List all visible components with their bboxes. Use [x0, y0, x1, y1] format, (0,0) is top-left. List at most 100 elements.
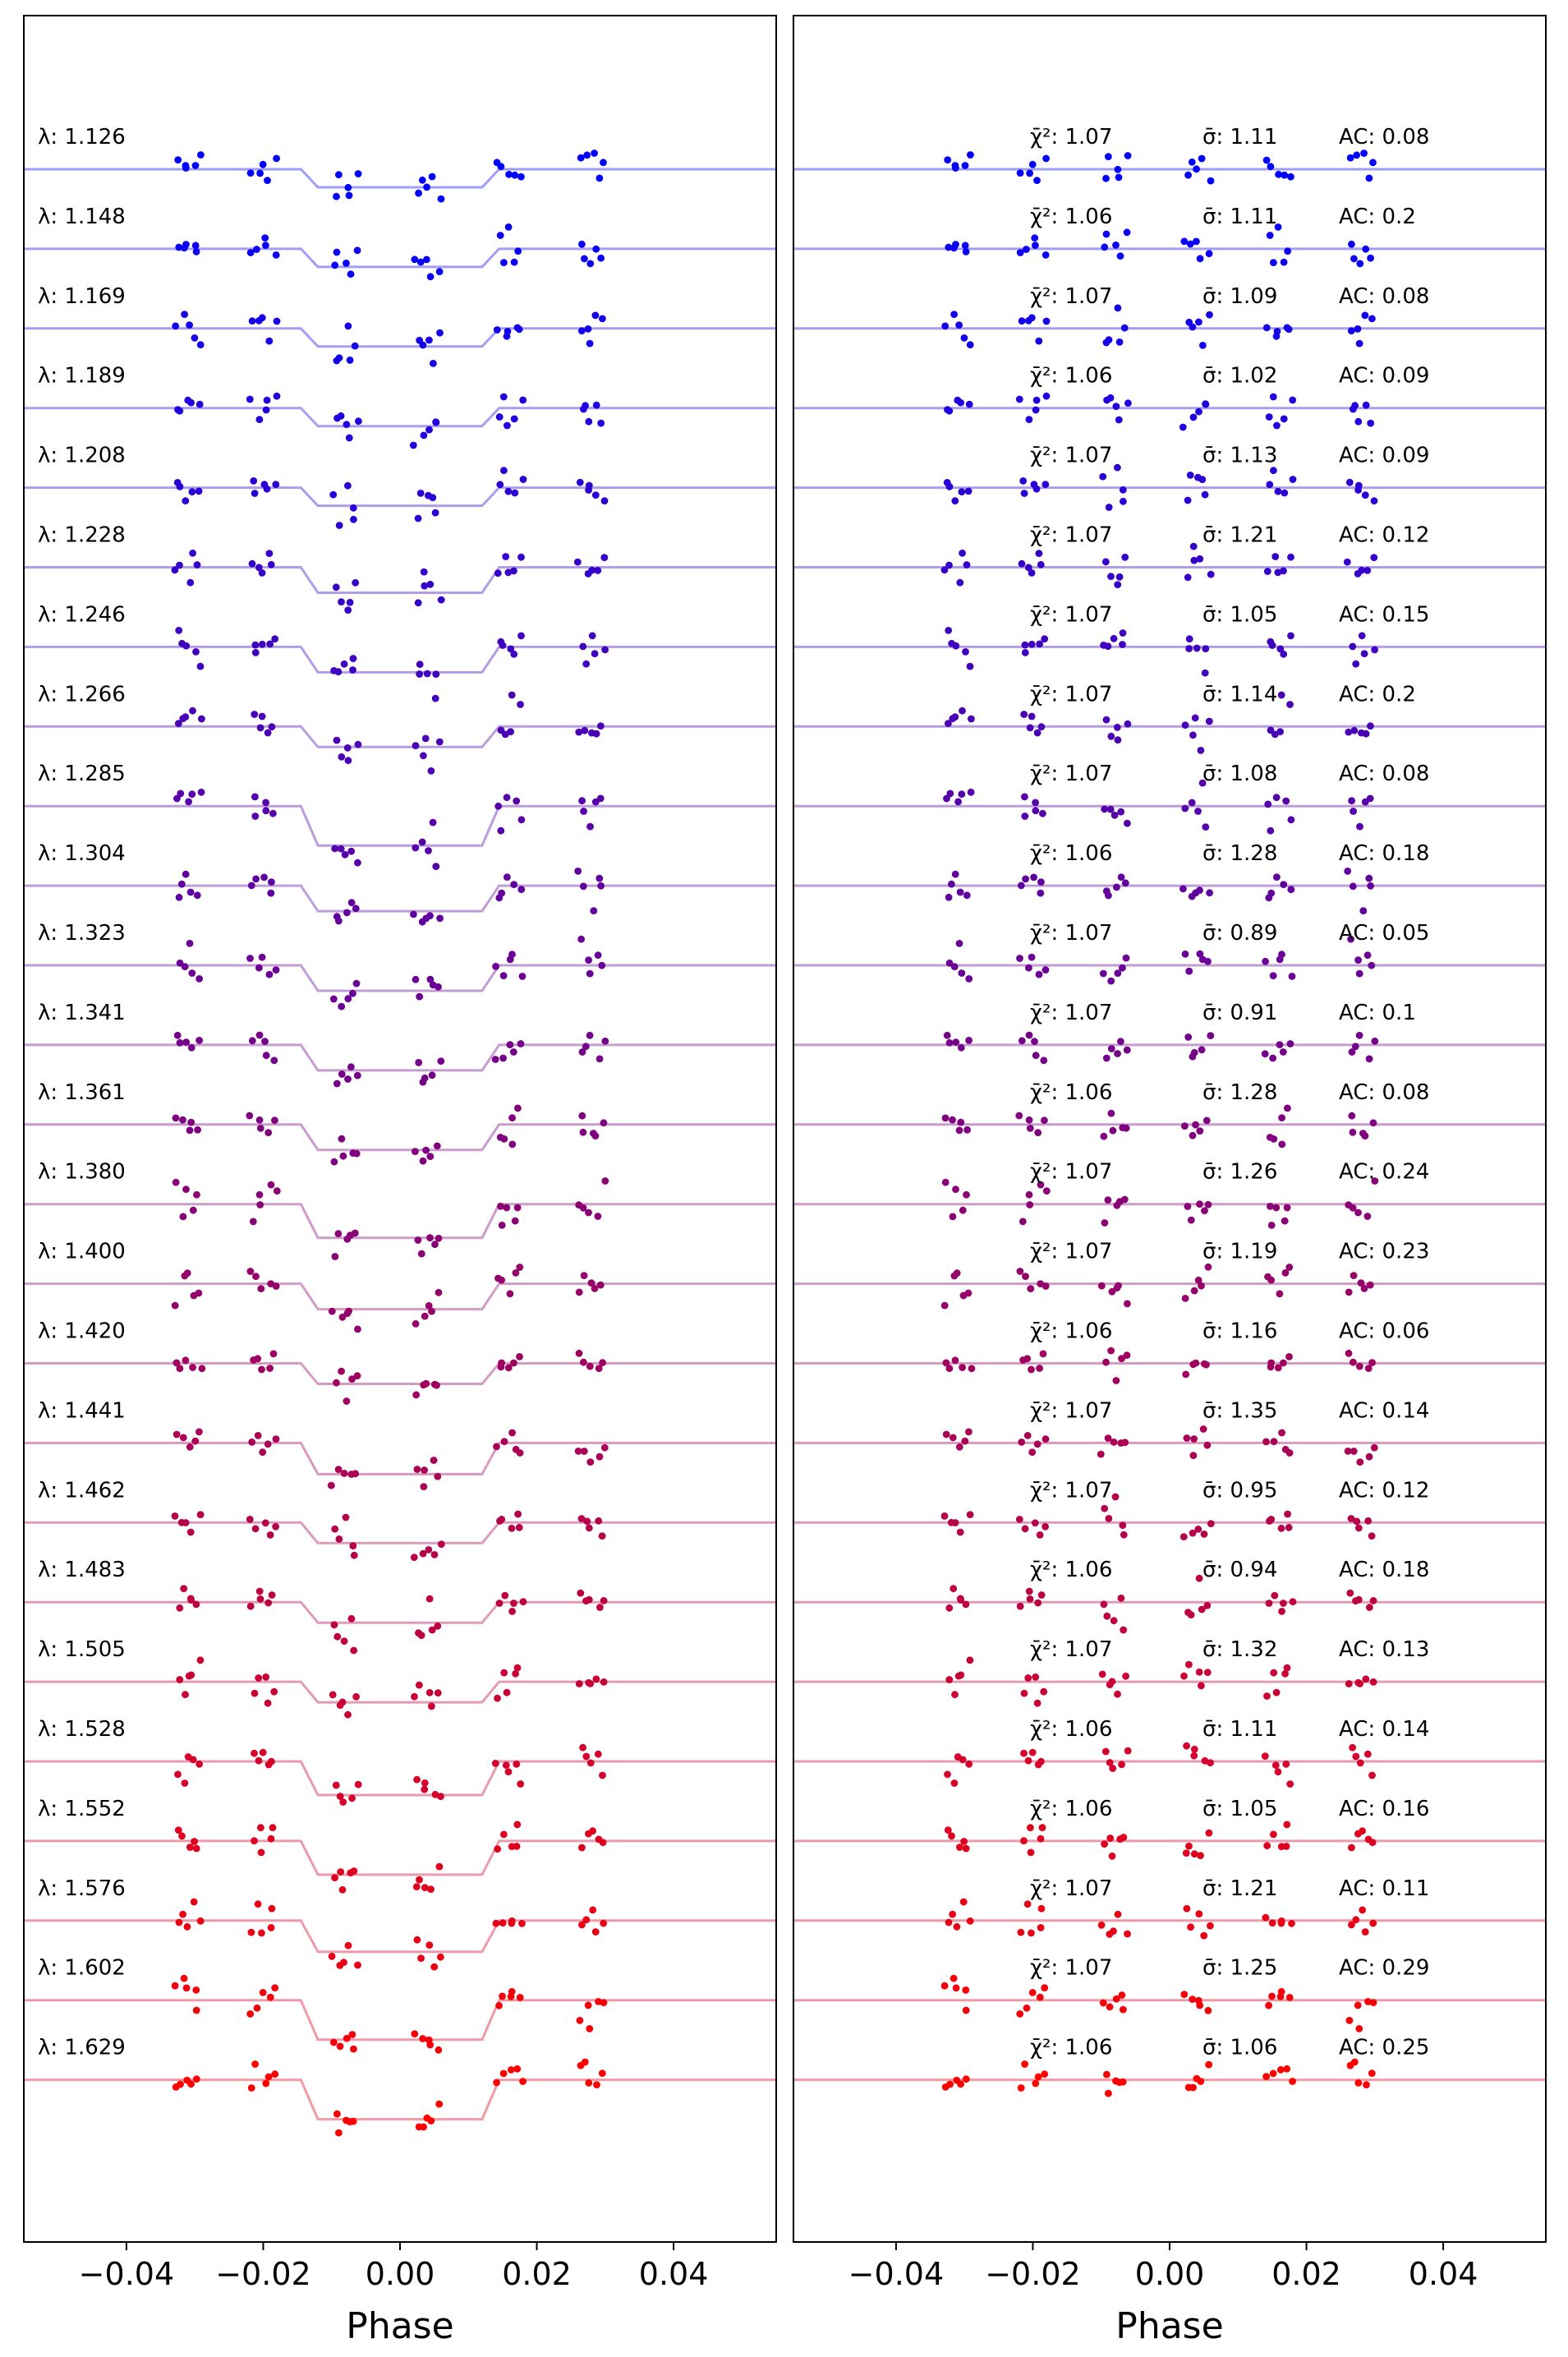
residual-point [1287, 816, 1295, 824]
data-point [416, 661, 424, 669]
data-point [597, 254, 605, 262]
residual-point [955, 1443, 963, 1451]
residual-point [1016, 249, 1024, 256]
residual-point [1120, 1626, 1128, 1634]
data-point [513, 1821, 522, 1829]
residual-point [1118, 1991, 1126, 1999]
residual-point [1206, 311, 1213, 319]
data-point [504, 223, 513, 231]
data-point [331, 1874, 338, 1882]
residual-point [1104, 1196, 1112, 1204]
data-point [504, 1364, 513, 1372]
data-point [578, 1112, 586, 1120]
residual-point [1350, 1358, 1357, 1366]
residual-point [1278, 1429, 1285, 1437]
data-point [268, 1591, 276, 1599]
data-point [427, 767, 435, 775]
ac-label: AC: 0.13 [1339, 1637, 1429, 1662]
data-point [584, 2001, 592, 2009]
data-point [173, 1031, 182, 1039]
data-point [349, 655, 357, 662]
data-point [409, 441, 417, 449]
residual-point [1182, 1370, 1190, 1379]
residual-point [1027, 1824, 1034, 1832]
residual-point [1354, 1208, 1362, 1217]
residual-point [1018, 559, 1026, 568]
data-point [250, 477, 258, 485]
data-point [519, 1598, 527, 1606]
residual-point [1269, 2069, 1277, 2078]
data-point [354, 1961, 361, 1969]
wavelength-label: λ: 1.441 [38, 1398, 126, 1423]
data-point [335, 522, 343, 529]
residual-point [1349, 1128, 1357, 1136]
ac-label: AC: 0.15 [1339, 602, 1429, 627]
ac-label: AC: 0.08 [1339, 284, 1429, 309]
data-point [595, 1452, 604, 1461]
data-point [588, 632, 596, 640]
model-line [24, 2078, 776, 2121]
data-point [329, 1691, 337, 1699]
data-point [431, 509, 439, 517]
residual-point [1280, 1600, 1287, 1607]
data-point [338, 753, 346, 761]
residual-point [1348, 240, 1355, 248]
data-point [248, 559, 256, 568]
residual-point [1124, 152, 1132, 159]
data-point [501, 1591, 509, 1600]
data-point [581, 255, 588, 263]
residual-point [1265, 413, 1273, 421]
data-point [254, 1355, 262, 1363]
residual-point [1033, 177, 1041, 185]
data-point [334, 668, 343, 676]
data-point [186, 940, 194, 947]
residual-point [958, 790, 966, 799]
residual-point [1274, 223, 1282, 231]
data-point [265, 970, 274, 978]
residual-point [1285, 325, 1293, 334]
residual-point [1037, 1924, 1045, 1931]
data-point [586, 339, 594, 348]
residual-point [1120, 497, 1127, 505]
residual-point [1027, 1285, 1035, 1292]
residual-point [1207, 1520, 1215, 1527]
residual-point [959, 549, 966, 557]
residual-point [1114, 165, 1122, 173]
residual-point [1354, 1595, 1363, 1604]
residual-point [962, 648, 969, 656]
data-point [263, 396, 271, 404]
residual-point [1109, 1765, 1117, 1772]
data-point [600, 159, 607, 167]
data-point [509, 1048, 517, 1056]
residual-point [1368, 1359, 1376, 1366]
sigma-label: σ̄: 1.08 [1202, 762, 1277, 786]
data-point [426, 1153, 435, 1160]
data-point [496, 481, 504, 489]
residual-point [1363, 951, 1372, 960]
data-point [599, 315, 606, 323]
residual-point [1104, 1434, 1112, 1442]
data-point [414, 514, 422, 522]
data-point [197, 151, 205, 159]
sigma-label: σ̄: 1.11 [1202, 1717, 1277, 1742]
data-point [585, 956, 592, 964]
residual-point [1015, 1112, 1023, 1120]
residual-point [1017, 2084, 1025, 2092]
residual-point [1345, 478, 1354, 486]
residual-point [945, 243, 953, 251]
data-point [435, 1288, 443, 1296]
data-point [175, 720, 182, 727]
residual-point [1099, 969, 1107, 978]
residual-point [1039, 1350, 1047, 1358]
residual-point [1369, 1119, 1377, 1127]
residual-point [949, 1434, 957, 1442]
ac-label: AC: 0.08 [1339, 1080, 1429, 1105]
residual-point [1103, 1612, 1111, 1620]
residual-point [1263, 1692, 1271, 1700]
residual-point [945, 1604, 954, 1612]
residual-point [968, 715, 975, 723]
residual-point [940, 1512, 949, 1520]
residual-point [1114, 581, 1122, 588]
data-point [502, 553, 510, 560]
residual-point [964, 487, 973, 495]
